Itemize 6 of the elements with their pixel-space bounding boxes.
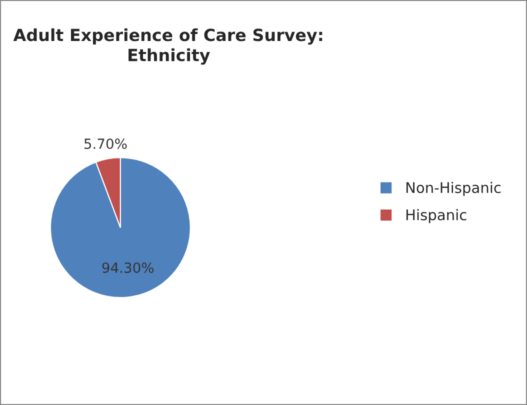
legend-label: Non-Hispanic: [406, 182, 501, 196]
pie-slice: [50, 157, 191, 298]
legend-label: Hispanic: [406, 209, 466, 224]
data-label: 94.30%: [102, 262, 154, 273]
data-label: 5.70%: [84, 138, 127, 149]
chart-title: Adult Experience of Care Survey: Ethnicity: [13, 28, 322, 65]
